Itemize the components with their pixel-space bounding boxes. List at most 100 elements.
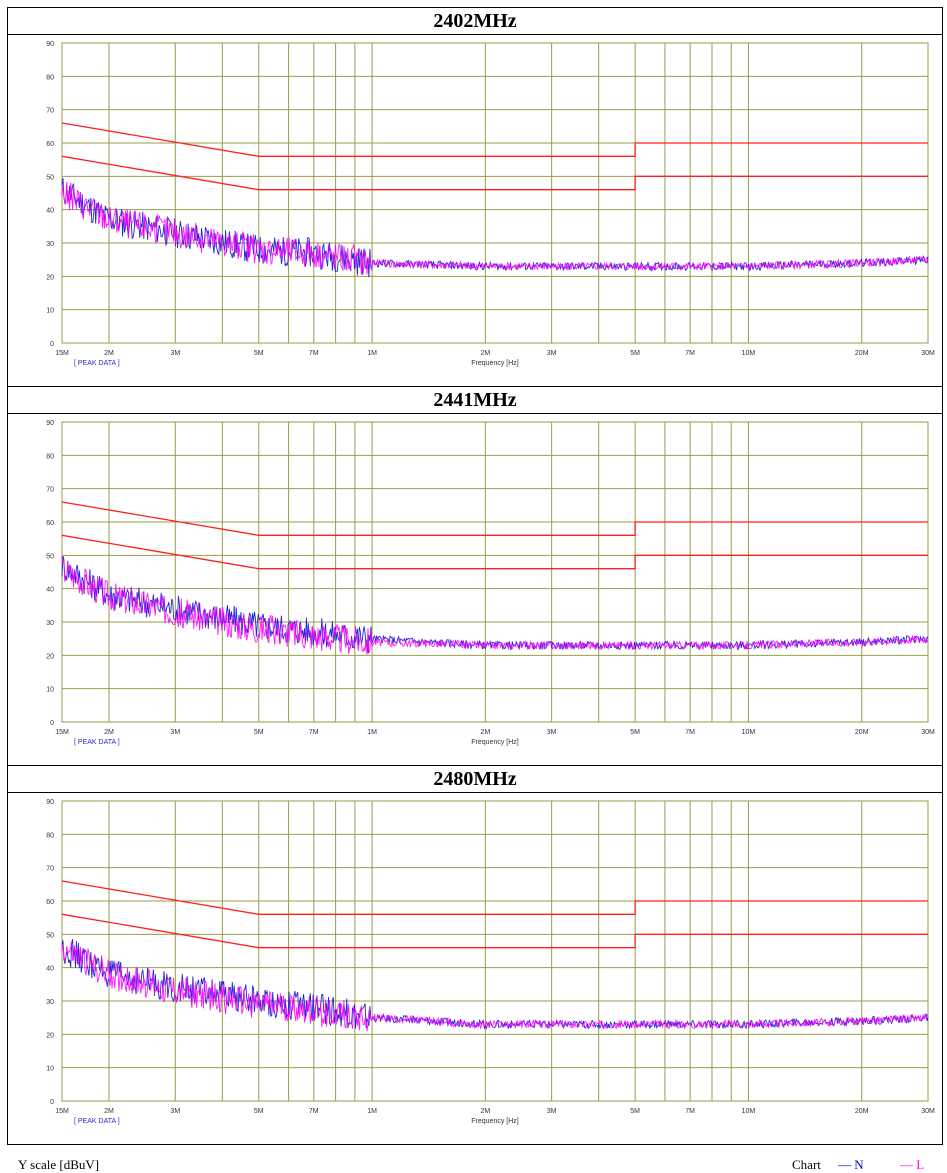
x-tick-label: 30M	[921, 729, 935, 736]
emission-chart-3: 0 10 20 30 40 50 60 70 80 90 15M 2M 3M 5M 7M 1M 2M 3M 5M 7M…	[46, 799, 935, 1125]
x-tick-label: 7M	[309, 1108, 319, 1115]
y-tick-label: 70	[46, 108, 54, 115]
y-tick-label: 70	[46, 487, 54, 494]
x-tick-label: 7M	[309, 729, 319, 736]
x-tick-label: 15M	[55, 729, 69, 736]
x-tick-label: 3M	[547, 729, 557, 736]
x-tick-label: 1M	[367, 1108, 377, 1115]
y-tick-label: 90	[46, 41, 54, 48]
legend-l: — L	[900, 1157, 925, 1172]
y-tick-label: 10	[46, 1066, 54, 1073]
limit-line	[61, 155, 928, 191]
peak-data-label: [ PEAK DATA ]	[74, 1118, 120, 1125]
trace-n	[61, 939, 929, 1030]
y-tick-label: 60	[46, 520, 54, 527]
y-tick-label: 20	[46, 653, 54, 660]
peak-data-label: [ PEAK DATA ]	[74, 360, 120, 367]
x-tick-label: 5M	[630, 1108, 640, 1115]
x-tick-label: 2M	[104, 729, 114, 736]
x-tick-label: 7M	[685, 1108, 695, 1115]
x-tick-label: 5M	[254, 350, 264, 357]
limit-line	[61, 122, 928, 157]
chart-title-3: 2480MHz	[8, 766, 942, 793]
x-tick-label: 5M	[254, 729, 264, 736]
chart-title-2: 2441MHz	[8, 387, 942, 414]
y-tick-label: 50	[46, 553, 54, 560]
x-tick-label: 5M	[254, 1108, 264, 1115]
emission-chart-2: 0 10 20 30 40 50 60 70 80 90 15M 2M 3M 5M 7M 1M 2M 3M 5M 7M…	[46, 420, 935, 746]
footer-bar: Y scale [dBuV] Chart — N — L	[0, 1157, 947, 1173]
x-tick-label: 20M	[855, 729, 869, 736]
chart-label: Chart	[792, 1157, 821, 1172]
y-tick-label: 80	[46, 74, 54, 81]
x-tick-label: 7M	[309, 350, 319, 357]
y-scale-label: Y scale [dBuV]	[18, 1157, 100, 1172]
x-axis-label: Frequency [Hz]	[471, 1118, 519, 1125]
trace-n	[61, 178, 929, 278]
x-tick-label: 10M	[742, 350, 756, 357]
y-tick-label: 90	[46, 799, 54, 806]
chart-panel-2: 0 10 20 30 40 50 60 70 80 90 15M 2M 3M 5M 7M 1M 2M 3M 5M 7M…	[8, 414, 942, 766]
x-tick-label: 3M	[170, 350, 180, 357]
y-tick-label: 60	[46, 899, 54, 906]
trace-n	[61, 555, 929, 654]
x-tick-label: 5M	[630, 729, 640, 736]
x-tick-label: 7M	[685, 350, 695, 357]
x-tick-label: 3M	[547, 1108, 557, 1115]
x-tick-label: 10M	[742, 729, 756, 736]
emission-chart-1: 0 10 20 30 40 50 60 70 80 90 15M 2M 3M 5M 7M 1M 2M 3M 5M 7M…	[46, 41, 935, 367]
legend-n: — N	[838, 1157, 864, 1172]
x-tick-label: 3M	[170, 729, 180, 736]
y-tick-label: 30	[46, 620, 54, 627]
y-tick-label: 0	[50, 1099, 54, 1106]
chart-panel-3: 0 10 20 30 40 50 60 70 80 90 15M 2M 3M 5M 7M 1M 2M 3M 5M 7M…	[8, 793, 942, 1144]
x-tick-label: 2M	[481, 729, 491, 736]
x-tick-label: 2M	[481, 1108, 491, 1115]
y-tick-label: 40	[46, 587, 54, 594]
y-tick-label: 70	[46, 866, 54, 873]
x-tick-label: 7M	[685, 729, 695, 736]
limit-line	[61, 534, 928, 570]
y-tick-label: 90	[46, 420, 54, 427]
chart-title-1: 2402MHz	[8, 8, 942, 35]
y-tick-label: 50	[46, 932, 54, 939]
y-tick-label: 80	[46, 453, 54, 460]
y-tick-label: 10	[46, 308, 54, 315]
x-axis-label: Frequency [Hz]	[471, 739, 519, 746]
x-tick-label: 10M	[742, 1108, 756, 1115]
x-tick-label: 5M	[630, 350, 640, 357]
x-tick-label: 15M	[55, 1108, 69, 1115]
x-tick-label: 1M	[367, 350, 377, 357]
x-tick-label: 20M	[855, 350, 869, 357]
limit-line	[61, 501, 928, 536]
y-tick-label: 20	[46, 1032, 54, 1039]
trace-l	[61, 181, 929, 275]
y-tick-label: 50	[46, 174, 54, 181]
y-tick-label: 80	[46, 832, 54, 839]
y-tick-label: 0	[50, 341, 54, 348]
plot-area	[61, 42, 929, 344]
plot-area	[61, 421, 929, 723]
x-tick-label: 2M	[481, 350, 491, 357]
limit-line	[61, 913, 928, 949]
x-axis-label: Frequency [Hz]	[471, 360, 519, 367]
x-tick-label: 30M	[921, 1108, 935, 1115]
x-tick-label: 2M	[104, 1108, 114, 1115]
x-tick-label: 1M	[367, 729, 377, 736]
results-table: 2402MHz 0 10 20 30 40 50 60 70 80 90 15M 2M 3M 5M 7M 1M…	[7, 7, 943, 1145]
trace-l	[61, 557, 929, 655]
plot-area	[61, 800, 929, 1102]
x-tick-label: 3M	[547, 350, 557, 357]
limit-line	[61, 880, 928, 915]
x-tick-label: 20M	[855, 1108, 869, 1115]
trace-l	[61, 941, 929, 1032]
x-tick-label: 15M	[55, 350, 69, 357]
x-tick-label: 2M	[104, 350, 114, 357]
y-tick-label: 40	[46, 966, 54, 973]
y-tick-label: 60	[46, 141, 54, 148]
x-tick-label: 3M	[170, 1108, 180, 1115]
chart-panel-1: 0 10 20 30 40 50 60 70 80 90 15M 2M 3M 5M 7M 1M 2M 3M 5M 7M…	[8, 35, 942, 387]
y-tick-label: 0	[50, 720, 54, 727]
y-tick-label: 40	[46, 208, 54, 215]
peak-data-label: [ PEAK DATA ]	[74, 739, 120, 746]
